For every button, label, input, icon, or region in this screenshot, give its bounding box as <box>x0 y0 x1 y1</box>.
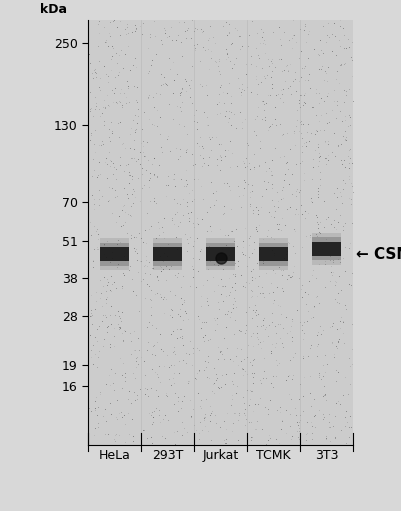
Bar <box>206 247 235 262</box>
Bar <box>312 238 341 261</box>
Bar <box>206 243 235 266</box>
Text: ← CSN4: ← CSN4 <box>356 247 401 262</box>
Bar <box>259 243 288 266</box>
Bar <box>206 239 235 270</box>
Bar <box>153 239 182 270</box>
Bar <box>153 247 182 262</box>
Bar <box>312 242 341 256</box>
Bar <box>259 239 288 270</box>
Bar <box>312 233 341 265</box>
Bar <box>100 243 129 266</box>
Bar <box>153 243 182 266</box>
Bar <box>259 247 288 262</box>
Bar <box>100 239 129 270</box>
Bar <box>100 247 129 262</box>
Text: kDa: kDa <box>40 3 67 16</box>
